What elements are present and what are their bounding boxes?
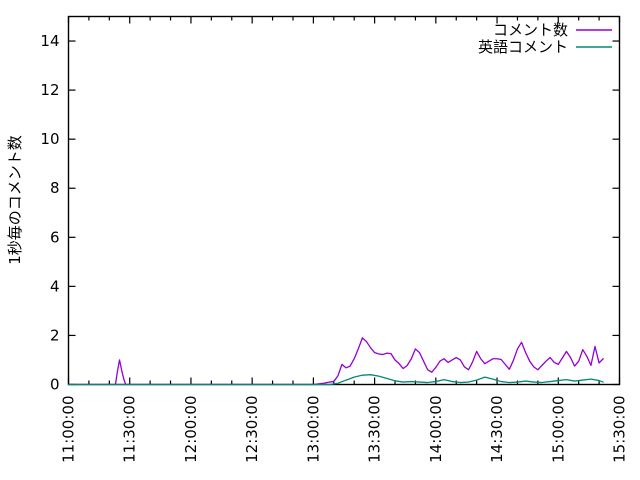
x-axis-ticks: 11:00:00 11:30:00 12:00:00 12:30:00 13:00:00… [60, 16, 629, 463]
x-tick-label: 11:30:00 [121, 396, 139, 463]
x-tick-label: 15:30:00 [611, 396, 629, 463]
y-tick-label: 2 [50, 326, 60, 344]
x-tick-label: 11:00:00 [60, 396, 78, 463]
x-tick-label: 12:30:00 [243, 396, 261, 463]
plot-frame [67, 15, 621, 386]
series-layer [67, 337, 604, 386]
y-tick-label: 4 [50, 277, 60, 295]
series-line-1 [67, 374, 604, 386]
y-tick-label: 10 [40, 130, 59, 148]
x-tick-label: 14:30:00 [488, 396, 506, 463]
series-line-0 [67, 337, 604, 386]
legend-label-1: 英語コメント [478, 38, 568, 56]
x-tick-label: 15:00:00 [549, 396, 567, 463]
y-tick-label: 6 [50, 228, 60, 246]
legend-label-0: コメント数 [493, 21, 568, 39]
x-tick-label: 12:00:00 [182, 396, 200, 463]
y-tick-label: 8 [50, 179, 60, 197]
x-tick-label: 14:00:00 [427, 396, 445, 463]
y-tick-label: 12 [40, 81, 59, 99]
y-tick-label: 14 [40, 32, 59, 50]
x-tick-label: 13:30:00 [366, 396, 384, 463]
y-tick-label: 0 [50, 376, 60, 394]
y-axis-ticks: 0 2 4 6 8 10 12 14 [40, 32, 620, 394]
x-tick-label: 13:00:00 [304, 396, 322, 463]
y-axis-title: 1秒毎のコメント数 [6, 135, 24, 265]
